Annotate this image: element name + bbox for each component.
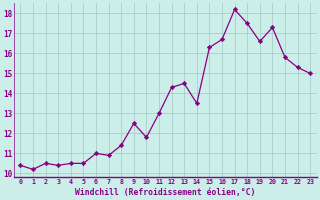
X-axis label: Windchill (Refroidissement éolien,°C): Windchill (Refroidissement éolien,°C) <box>75 188 255 197</box>
